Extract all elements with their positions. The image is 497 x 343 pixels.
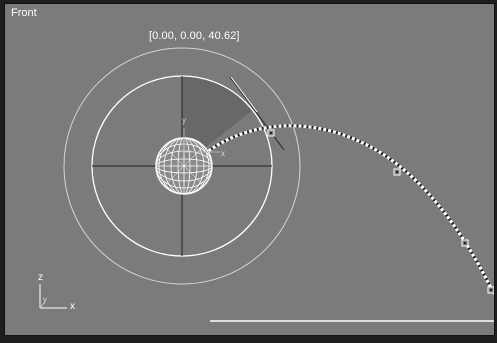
viewport-label[interactable]: Front <box>11 7 37 19</box>
keyframe-marker[interactable] <box>393 168 401 176</box>
axis-tripod: z x y <box>38 272 75 312</box>
tangent-handle[interactable] <box>229 76 285 151</box>
gizmo-x-label: x <box>221 149 225 158</box>
keyframe-marker[interactable] <box>487 286 494 294</box>
axis-x-label: x <box>70 301 75 312</box>
motion-trajectory-ticks <box>206 124 494 295</box>
gizmo-y-label: y <box>182 116 186 125</box>
axis-y-label: y <box>43 295 47 304</box>
tangent-handle-highlight <box>230 76 258 113</box>
axis-z-label: z <box>38 272 43 283</box>
outer-rotation-ring[interactable] <box>63 47 301 285</box>
motion-trajectory[interactable] <box>206 124 494 295</box>
keyframe-marker[interactable] <box>267 129 275 137</box>
scene-canvas[interactable]: y x z x y <box>5 4 494 335</box>
keyframe-marker[interactable] <box>461 239 469 247</box>
front-viewport[interactable]: Front [0.00, 0.00, 40.62] <box>4 3 495 336</box>
rotation-coordinate-readout: [0.00, 0.00, 40.62] <box>149 30 240 42</box>
